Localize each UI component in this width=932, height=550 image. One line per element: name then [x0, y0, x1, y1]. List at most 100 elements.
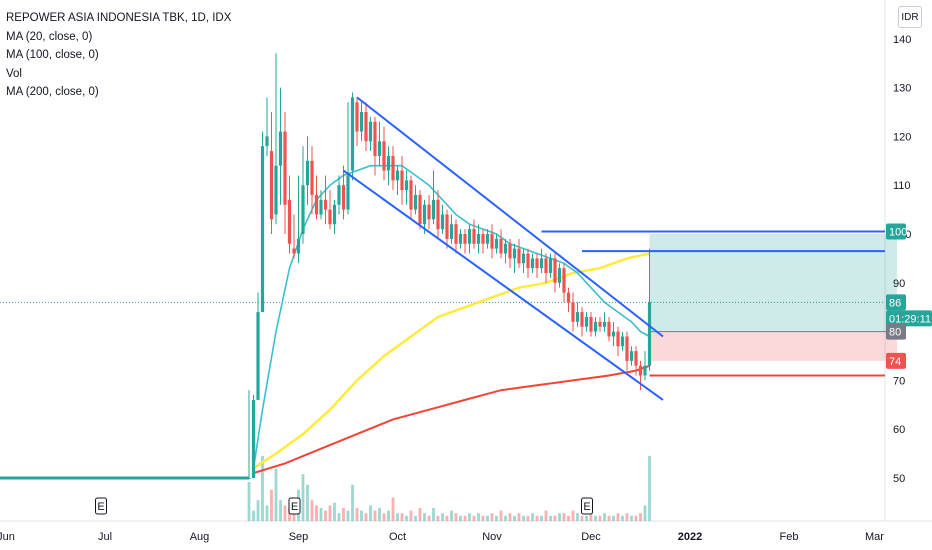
candle-body: [391, 155, 395, 181]
volume-bar: [621, 515, 624, 521]
volume-bar: [414, 515, 417, 521]
legend-title: REPOWER ASIA INDONESIA TBK, 1D, IDX: [6, 12, 232, 24]
ma200-line: [253, 364, 650, 475]
candle-body: [557, 268, 562, 283]
volume-bar: [616, 513, 620, 521]
channel-lower-line: [342, 169, 664, 401]
candle-body: [395, 170, 400, 181]
candle-body: [503, 243, 508, 254]
volume-bar: [256, 500, 260, 521]
candle-body: [287, 199, 292, 244]
candle-body: [364, 112, 368, 142]
x-tick-label: Jul: [98, 531, 112, 543]
candle-body: [256, 312, 260, 400]
target-zone: [649, 234, 897, 332]
volume-bar: [328, 505, 332, 521]
candle-body: [301, 185, 305, 234]
candle-body: [292, 248, 296, 254]
legend-ma20[interactable]: MA (20, close, 0): [6, 30, 93, 43]
y-tick-label: 50: [893, 473, 905, 485]
candle-body: [278, 131, 283, 166]
price-badge-label: 86: [889, 297, 901, 309]
x-tick-label: Oct: [389, 531, 406, 543]
volume-bar: [567, 515, 570, 521]
price-badge: [886, 223, 906, 240]
volume-bar: [477, 513, 480, 521]
volume-bar: [585, 515, 588, 521]
candle-body: [467, 229, 472, 244]
candle-body: [431, 199, 436, 220]
candle-body: [418, 194, 422, 225]
volume-bar: [373, 510, 377, 521]
y-tick-label: 70: [893, 375, 905, 387]
candle-body: [445, 214, 449, 239]
event-marker-label: E: [97, 501, 104, 513]
volume-bar: [472, 515, 476, 521]
volume-bar: [513, 515, 516, 521]
volume-bar: [378, 508, 381, 521]
candle-body: [422, 204, 427, 225]
price-badge-label: 01:29:11: [889, 313, 931, 325]
candle-body: [251, 399, 256, 478]
volume-bar: [409, 510, 413, 521]
volume-bar: [486, 515, 489, 521]
candle-body: [499, 238, 503, 254]
candle-body: [382, 141, 386, 171]
ma100-line: [252, 252, 650, 470]
candle-body: [575, 312, 580, 322]
legend-ma200[interactable]: MA (200, close, 0): [6, 86, 99, 98]
candle-body: [485, 234, 490, 244]
volume-bar: [517, 513, 521, 521]
volume-bar: [301, 474, 305, 521]
candle-body: [593, 321, 598, 332]
volume-bar: [396, 513, 399, 521]
candle-body: [476, 234, 481, 244]
volume-bar: [423, 513, 426, 521]
candle-body: [355, 102, 359, 132]
volume-bar: [405, 515, 408, 521]
candle-body: [553, 258, 557, 283]
volume-bar: [553, 515, 557, 521]
volume-bar: [589, 513, 593, 521]
volume-bar: [580, 515, 584, 521]
legend-vol[interactable]: Vol: [6, 67, 22, 80]
volume-bar: [247, 482, 251, 521]
candle-body: [611, 331, 616, 337]
x-tick-label: Mar: [865, 531, 884, 543]
candle-body: [436, 199, 440, 230]
candle-body: [337, 185, 341, 205]
candle-body: [458, 234, 463, 244]
volume-bar: [351, 484, 354, 521]
volume-bar: [270, 489, 273, 521]
candle-body: [350, 97, 355, 171]
volume-bar: [562, 513, 566, 521]
legend-ma100[interactable]: MA (100, close, 0): [6, 49, 99, 61]
volume-bar: [319, 508, 323, 521]
volume-bar: [481, 515, 485, 521]
candle-body: [494, 238, 499, 249]
candle-body: [413, 194, 418, 210]
price-badge-label: 80: [889, 327, 901, 339]
currency-button[interactable]: IDR: [898, 6, 922, 28]
candle-body: [638, 365, 643, 376]
volume-bar: [544, 510, 548, 521]
candle-body: [634, 351, 638, 366]
event-marker: E: [95, 497, 107, 515]
price-badge-label: 100: [889, 227, 907, 239]
x-tick-label: Aug: [190, 531, 210, 543]
candle-body: [571, 302, 575, 322]
y-tick-label: 90: [893, 278, 905, 290]
volume-bar: [522, 515, 525, 521]
volume-bar: [535, 515, 539, 521]
volume-bar: [643, 505, 647, 521]
event-marker-box: [288, 497, 301, 515]
candle-body: [589, 316, 593, 332]
candle-body: [341, 185, 346, 210]
candle-body: [521, 253, 526, 264]
volume-bar: [279, 500, 282, 521]
volume-bar: [333, 502, 336, 521]
x-tick-label: Nov: [482, 531, 502, 543]
volume-bar: [306, 484, 309, 521]
price-badge: [886, 310, 932, 327]
